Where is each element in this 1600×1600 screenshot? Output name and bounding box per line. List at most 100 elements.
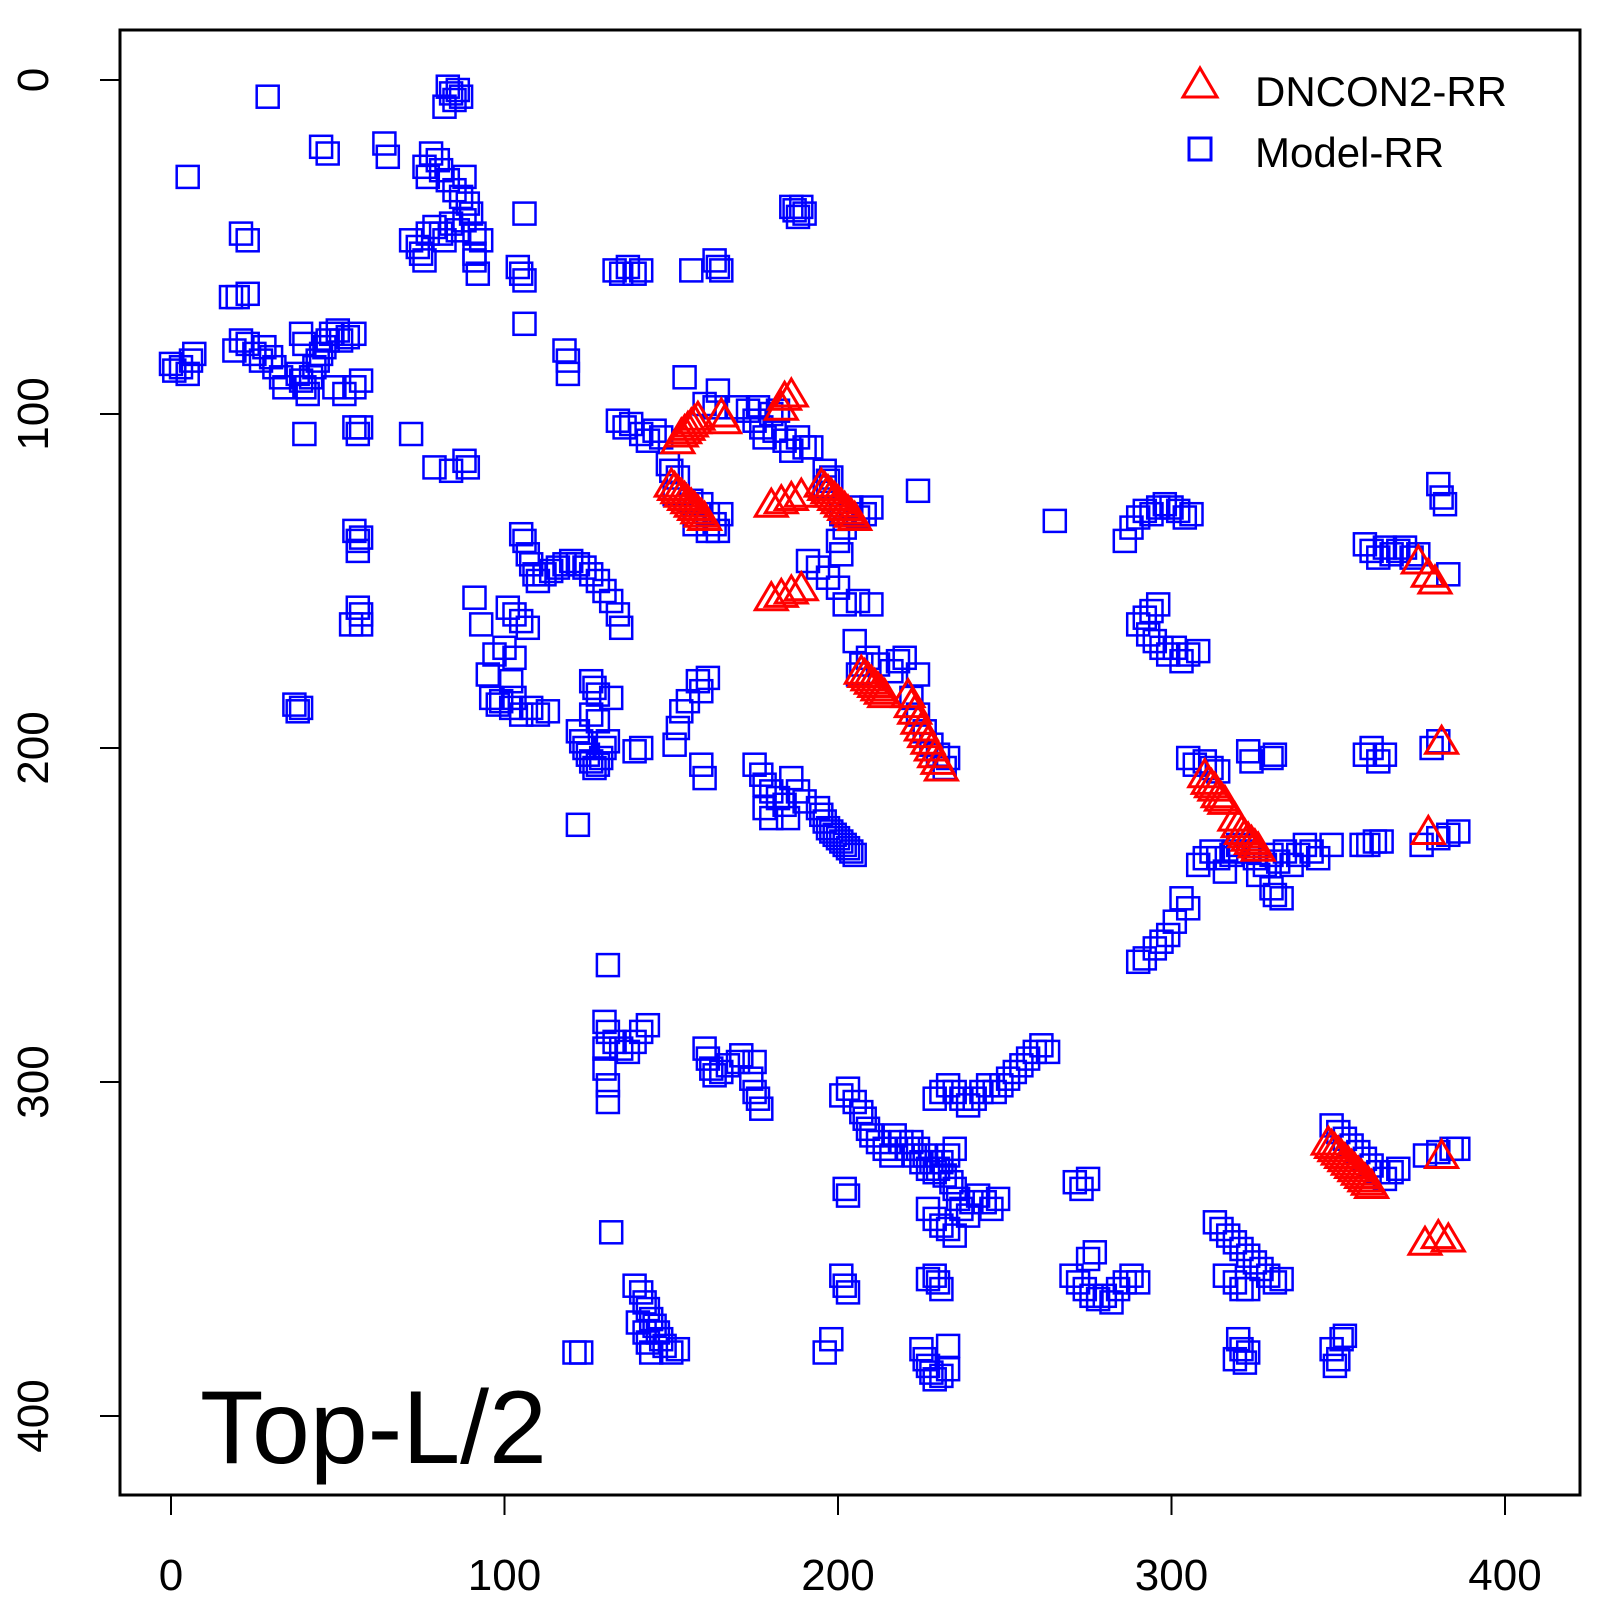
- model-rr-point: [789, 194, 814, 220]
- model-rr-point: [1079, 1283, 1104, 1309]
- model-rr-point: [1322, 1353, 1348, 1379]
- model-rr-point: [638, 1340, 664, 1365]
- model-rr-point: [518, 695, 544, 721]
- model-rr-point: [1152, 491, 1178, 517]
- model-rr-point: [1112, 528, 1138, 554]
- model-rr-point: [1359, 538, 1384, 564]
- model-rr-point: [282, 692, 307, 717]
- model-rr-point: [942, 1079, 967, 1105]
- model-rr-point: [935, 1216, 961, 1242]
- dncon2-rr-point: [762, 389, 800, 421]
- x-tick-label: 0: [159, 1551, 183, 1600]
- model-rr-point: [595, 952, 621, 978]
- model-rr-point: [495, 595, 521, 620]
- model-rr-point: [445, 77, 471, 103]
- model-rr-point: [1162, 635, 1188, 661]
- model-rr-point: [792, 789, 817, 814]
- model-rr-point: [585, 682, 611, 707]
- model-rr-point: [925, 1156, 951, 1182]
- model-rr-point: [1132, 946, 1158, 971]
- model-rr-point: [919, 1149, 944, 1175]
- model-rr-point: [235, 281, 260, 307]
- model-rr-point: [1379, 1159, 1404, 1185]
- model-rr-point: [398, 421, 424, 447]
- model-rr-point: [415, 221, 441, 246]
- model-rr-point: [1242, 1250, 1268, 1275]
- model-rr-point: [1352, 742, 1378, 767]
- model-rr-point: [1099, 1290, 1124, 1315]
- model-rr-point: [505, 254, 531, 280]
- model-rr-point: [595, 1089, 621, 1115]
- model-rr-point: [935, 1356, 961, 1382]
- model-rr-point: [1255, 1263, 1281, 1288]
- legend-marker-dncon2-rr: [1180, 65, 1220, 99]
- model-rr-point: [905, 478, 931, 504]
- model-rr-point: [835, 1280, 861, 1305]
- model-rr-point: [915, 1266, 941, 1292]
- model-rr-point: [832, 1273, 857, 1298]
- legend-label-dncon2-rr: DNCON2-RR: [1255, 68, 1507, 115]
- model-rr-point: [1305, 845, 1331, 871]
- model-rr-point: [465, 261, 491, 286]
- model-rr-point: [422, 455, 447, 480]
- model-rr-point: [462, 221, 487, 246]
- model-rr-point: [292, 421, 317, 447]
- dncon2-rr-point: [685, 499, 724, 531]
- model-rr-point: [558, 548, 584, 574]
- model-rr-point: [842, 628, 867, 654]
- model-rr-point: [1372, 742, 1398, 767]
- model-rr-point: [1262, 742, 1288, 767]
- model-rr-point: [1269, 1266, 1294, 1292]
- dncon2-rr-point: [1416, 563, 1454, 595]
- model-rr-point: [969, 1079, 994, 1105]
- dncon2-rr-point: [1422, 1137, 1461, 1169]
- model-rr-point: [1059, 1263, 1084, 1288]
- model-rr-point: [228, 221, 254, 246]
- y-tick-label: 0: [9, 68, 58, 92]
- model-rr-point: [1379, 542, 1404, 567]
- model-rr-point: [835, 1183, 861, 1208]
- model-rr-point: [839, 839, 864, 864]
- model-rr-point: [562, 1340, 587, 1365]
- model-rr-point: [315, 141, 340, 166]
- model-rr-point: [759, 805, 784, 831]
- model-rr-point: [572, 555, 597, 580]
- model-rr-point: [1262, 882, 1288, 908]
- model-rr-point: [742, 1049, 767, 1075]
- model-rr-point: [982, 1079, 1007, 1105]
- model-rr-point: [502, 602, 527, 627]
- model-rr-point: [412, 248, 437, 273]
- model-rr-point: [865, 1129, 891, 1155]
- model-rr-point: [592, 1036, 617, 1061]
- model-rr-point: [328, 328, 354, 353]
- model-rr-point: [608, 1036, 634, 1061]
- model-rr-point: [438, 211, 464, 236]
- model-rr-point: [672, 365, 697, 390]
- model-rr-point: [535, 699, 561, 724]
- model-rr-point: [1082, 1240, 1108, 1265]
- model-rr-point: [375, 144, 401, 170]
- model-rr-point: [942, 1223, 967, 1248]
- dncon2-rr-point: [1352, 1167, 1391, 1199]
- model-rr-point: [1175, 896, 1201, 921]
- model-rr-point: [899, 1129, 924, 1155]
- legend-marker-model-rr: [1187, 136, 1213, 162]
- y-axis: 0 100 200 300 400: [9, 68, 121, 1453]
- model-rr-point: [1212, 859, 1238, 884]
- annotation-top-l2: Top-L/2: [200, 1370, 547, 1486]
- model-rr-point: [1145, 592, 1171, 617]
- model-rr-point: [775, 805, 801, 831]
- model-rr-point: [725, 1049, 751, 1075]
- model-rr-point: [812, 1340, 837, 1365]
- model-rr-point: [555, 361, 581, 387]
- model-rr-point: [1329, 1326, 1354, 1352]
- model-rr-point: [565, 812, 591, 838]
- model-rr-point: [578, 702, 604, 727]
- model-rr-point: [1075, 1246, 1101, 1272]
- model-rr-point: [1035, 1039, 1061, 1065]
- model-rr-point: [598, 588, 624, 614]
- model-rr-point: [345, 421, 371, 447]
- model-rr-point: [705, 254, 731, 280]
- model-rr-point: [1125, 1270, 1151, 1295]
